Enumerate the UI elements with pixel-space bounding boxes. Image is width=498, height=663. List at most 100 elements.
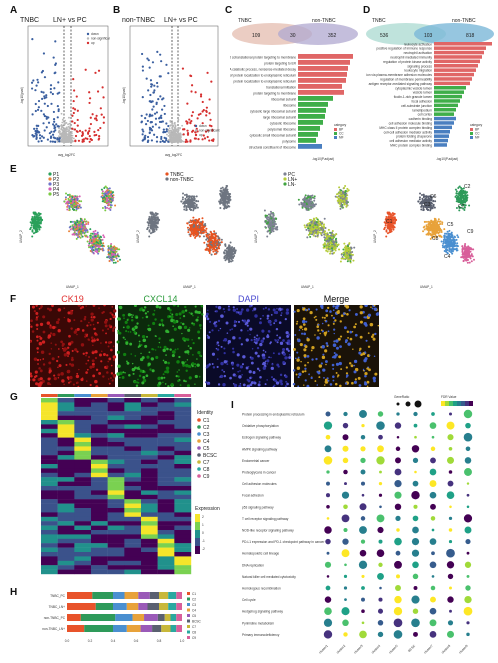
go-term-label: antigen receptor-mediated signaling path… — [369, 82, 433, 86]
umap-cell — [39, 218, 42, 221]
umap-cell — [383, 228, 386, 231]
go-term-label: nuclear-transcribed mRNA catabolic proce… — [230, 68, 296, 72]
umap-cell — [429, 199, 432, 202]
volcano-point — [53, 140, 57, 143]
umap-cell — [224, 187, 227, 190]
umap-cell — [89, 249, 92, 252]
umap-cell — [92, 239, 95, 242]
umap-cell — [201, 217, 204, 220]
volcano-point — [169, 124, 172, 127]
umap-cell — [200, 227, 203, 230]
umap-cell — [80, 224, 83, 227]
go-term-label: cell-cell adhesion via plasma-membrane a… — [366, 73, 432, 77]
umap-cell — [389, 230, 392, 233]
volcano-point — [72, 137, 75, 140]
go-term-label: regulation of membrane permeability — [380, 78, 432, 82]
umap-cell — [309, 224, 312, 227]
volcano-point — [140, 114, 143, 117]
umap-cell — [90, 242, 93, 245]
umap-cell — [226, 200, 229, 203]
umap-cell — [208, 250, 211, 253]
umap-legend-dot — [48, 182, 52, 186]
volcano-point — [148, 100, 151, 103]
umap-cell — [220, 187, 223, 190]
umap-cell — [83, 218, 86, 221]
umap-cell — [68, 193, 71, 196]
umap-cell — [73, 198, 76, 201]
umap-legend-dot — [48, 187, 52, 191]
volcano-point — [179, 127, 181, 129]
volcano-point — [64, 119, 67, 122]
volcano-point — [167, 140, 170, 143]
volcano-point — [181, 128, 185, 131]
umap-cell — [79, 236, 82, 239]
volcano-point — [169, 133, 172, 136]
umap-cell — [93, 237, 96, 240]
umap-cell — [71, 224, 74, 227]
umap-cell — [32, 227, 35, 230]
volcano-point — [171, 122, 174, 125]
umap-cell — [386, 232, 389, 235]
umap-cell — [269, 225, 272, 228]
umap-cell — [197, 220, 200, 223]
volcano-point — [146, 135, 150, 139]
umap-cell — [325, 238, 328, 241]
umap-cell — [154, 212, 157, 215]
umap-cell — [219, 200, 222, 203]
umap-cell — [107, 245, 110, 248]
volcano-a-ylabel: -log10(pval) — [20, 87, 24, 104]
volcano-point — [65, 122, 68, 124]
volcano-point — [43, 95, 46, 98]
volcano-point — [165, 130, 168, 133]
umap-cell — [348, 254, 351, 257]
volcano-point — [63, 123, 66, 126]
umap-cell — [181, 198, 184, 201]
volcano-point — [72, 78, 75, 81]
umap-cell — [343, 199, 346, 202]
volcano-point — [51, 92, 54, 96]
umap-cell — [316, 230, 319, 233]
umap-cell — [39, 222, 42, 225]
umap-cell — [422, 199, 425, 202]
go-bar — [434, 121, 454, 125]
umap-cell — [210, 253, 213, 256]
venn-d-left-title: TNBC — [372, 18, 386, 24]
umap-cell — [342, 192, 345, 195]
umap-cell — [313, 232, 316, 235]
umap-cell — [342, 248, 345, 251]
volcano-point — [205, 114, 208, 117]
volcano-point — [143, 136, 146, 139]
umap-cell — [275, 228, 278, 231]
umap-cell — [348, 258, 351, 261]
umap-cell — [195, 200, 198, 203]
umap-cell — [264, 226, 267, 229]
umap-cell — [34, 221, 37, 224]
volcano-point — [100, 113, 103, 116]
volcano-point — [73, 121, 76, 125]
umap-cell — [314, 228, 317, 231]
umap-cell — [215, 251, 218, 254]
umap-cell — [343, 203, 346, 206]
umap-legend-dot — [165, 172, 169, 176]
umap-cell — [343, 242, 346, 245]
umap-cell — [82, 225, 85, 228]
umap-cell — [188, 221, 191, 224]
volcano-point — [99, 107, 102, 110]
go-enrichment-panel-d: TNBC non-TNBC 536 103 818 leukocyte acti… — [366, 18, 494, 161]
umap-cell — [192, 199, 195, 202]
umap-cell — [87, 244, 90, 247]
umap-cell — [425, 205, 428, 208]
umap-cell — [115, 250, 118, 253]
volcano-point — [43, 129, 46, 132]
volcano-point — [169, 121, 172, 123]
umap-cell — [269, 223, 272, 226]
umap-cell — [204, 248, 207, 251]
volcano-point — [151, 100, 154, 103]
go-bar — [434, 86, 466, 90]
volcano-point — [174, 130, 177, 133]
umap-cell — [31, 215, 34, 218]
umap-cell — [180, 200, 183, 203]
umap-cell — [38, 228, 41, 231]
umap-cell — [331, 252, 334, 255]
volcano-point — [101, 86, 104, 89]
